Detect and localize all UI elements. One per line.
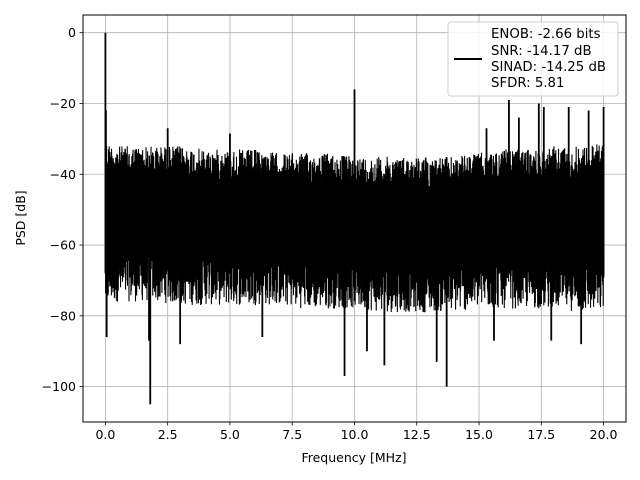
legend-entry-snr: SNR: -14.17 dB <box>491 44 592 59</box>
y-tick-label: −60 <box>50 238 76 253</box>
x-tick-label: 0.0 <box>95 427 115 442</box>
legend-entry-sinad: SINAD: -14.25 dB <box>491 60 606 75</box>
x-tick-label: 15.0 <box>465 427 493 442</box>
y-tick-label: −40 <box>50 167 76 182</box>
y-tick-label: 0 <box>68 25 76 40</box>
x-tick-label: 17.5 <box>527 427 555 442</box>
y-axis-ticks: 0 −20 −40 −60 −80 −100 <box>42 25 83 394</box>
x-axis-ticks: 0.0 2.5 5.0 7.5 10.0 12.5 15.0 17.5 20.0 <box>95 422 618 442</box>
x-tick-label: 2.5 <box>158 427 178 442</box>
x-tick-label: 5.0 <box>220 427 240 442</box>
x-tick-label: 7.5 <box>282 427 302 442</box>
y-tick-label: −20 <box>50 96 76 111</box>
x-axis-label: Frequency [MHz] <box>301 450 406 465</box>
legend-box <box>447 21 619 97</box>
y-tick-label: −100 <box>42 379 76 394</box>
x-tick-label: 20.0 <box>590 427 618 442</box>
psd-trace <box>104 32 605 405</box>
y-axis-label: PSD [dB] <box>13 190 28 245</box>
legend: ENOB: -2.66 bits SNR: -14.17 dB SINAD: -… <box>447 21 619 97</box>
legend-entry-sfdr: SFDR: 5.81 <box>491 76 564 91</box>
x-tick-label: 12.5 <box>403 427 431 442</box>
legend-entry-enob: ENOB: -2.66 bits <box>491 27 601 42</box>
x-tick-label: 10.0 <box>341 427 369 442</box>
y-tick-label: −80 <box>50 308 76 323</box>
